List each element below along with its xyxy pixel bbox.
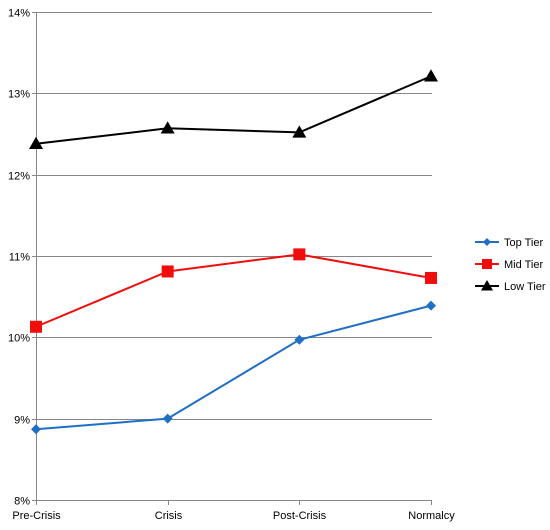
y-tick-label: 14%	[8, 8, 30, 20]
data-point	[162, 413, 173, 424]
y-tick-label: 9%	[14, 415, 30, 427]
data-point	[29, 136, 43, 150]
data-point	[161, 265, 174, 278]
legend-label: Top Tier	[504, 237, 543, 249]
legend-marker	[481, 280, 493, 291]
data-point	[426, 300, 436, 311]
x-tick-label: Normalcy	[408, 510, 455, 522]
data-point	[293, 248, 306, 261]
y-tick-label: 10%	[8, 333, 30, 345]
legend-label: Low Tier	[504, 281, 546, 293]
legend: Top Tier Mid Tier Low Tier	[475, 237, 546, 293]
series-line	[35, 253, 432, 328]
data-point	[30, 320, 42, 333]
gridlines	[36, 12, 432, 420]
legend-label: Mid Tier	[504, 259, 543, 271]
legend-marker	[483, 238, 491, 246]
data-point	[424, 69, 438, 82]
legend-marker	[482, 259, 492, 269]
data-point	[294, 334, 305, 345]
series-top-tier	[31, 300, 436, 435]
x-tick-label: Pre-Crisis	[12, 510, 61, 522]
y-tick-label: 13%	[8, 89, 30, 101]
axes: 8% 9% 10% 11% 12% 13% 14% Pre-Crisis Crisis Post-…	[8, 8, 455, 523]
data-point	[292, 125, 307, 138]
x-tick-label: Post-Crisis	[273, 510, 327, 522]
legend-entry: Low Tier	[475, 280, 546, 293]
legend-entry: Mid Tier	[475, 259, 543, 271]
y-tick-label: 11%	[9, 252, 30, 264]
data-point	[31, 424, 41, 435]
data-point	[160, 121, 175, 134]
y-tick-label: 12%	[8, 171, 30, 183]
series-mid-tier	[30, 248, 437, 333]
x-tick-label: Crisis	[155, 510, 183, 522]
y-tick-label: 8%	[14, 496, 30, 508]
series-low-tier	[29, 69, 438, 150]
legend-entry: Top Tier	[475, 237, 543, 249]
series-line	[35, 75, 432, 145]
series-line	[35, 304, 432, 431]
series-lines	[29, 69, 438, 435]
data-point	[425, 271, 437, 284]
